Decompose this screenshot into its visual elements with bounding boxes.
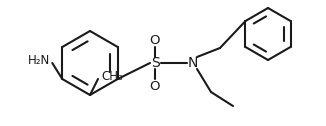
Text: S: S — [151, 56, 159, 70]
Text: O: O — [150, 80, 160, 92]
Text: H₂N: H₂N — [28, 55, 50, 68]
Text: N: N — [188, 56, 198, 70]
Text: O: O — [150, 34, 160, 46]
Text: CH₃: CH₃ — [101, 71, 123, 84]
